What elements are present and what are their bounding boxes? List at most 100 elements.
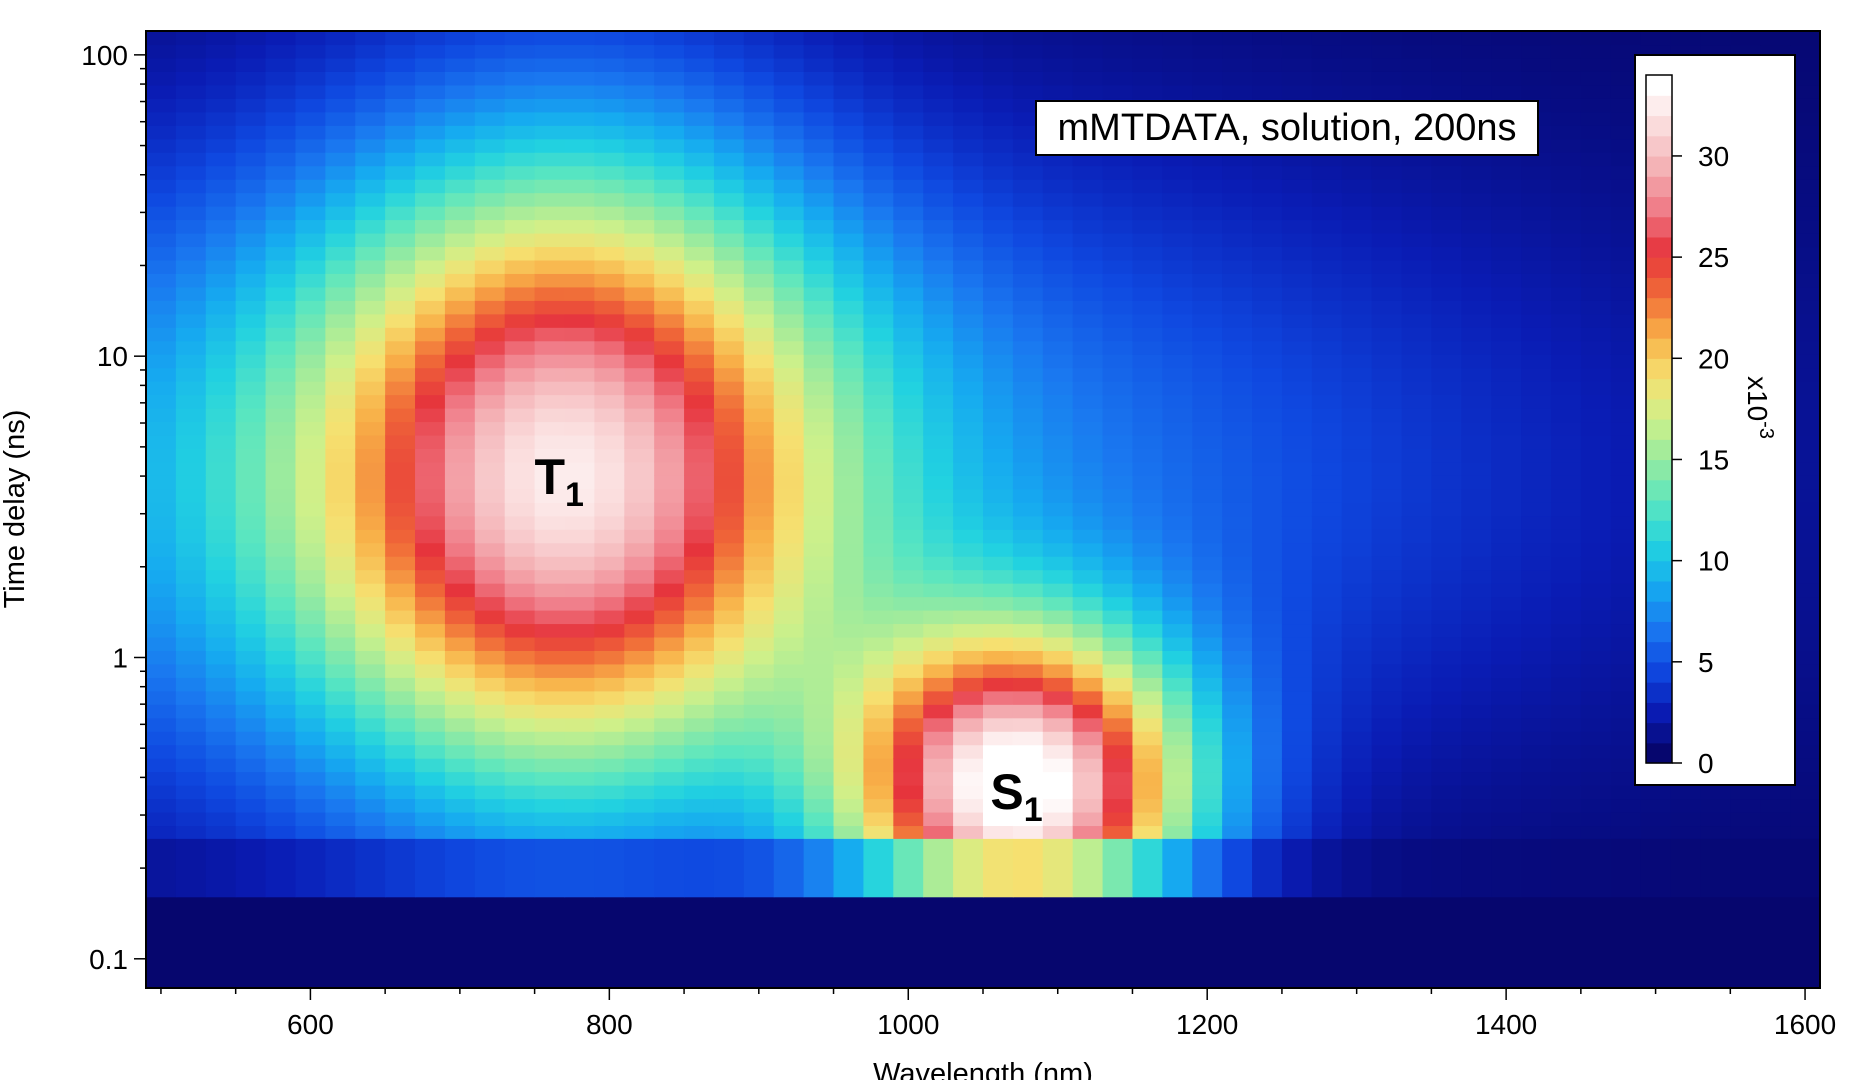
heatmap-cell	[743, 381, 775, 396]
heatmap-cell	[385, 71, 416, 86]
heatmap-cell	[1610, 475, 1642, 490]
heatmap-cell	[1132, 636, 1163, 651]
heatmap-cell	[1132, 286, 1163, 301]
heatmap-cell	[1072, 367, 1104, 382]
heatmap-cell	[504, 690, 536, 705]
heatmap-cell	[295, 44, 326, 59]
heatmap-cell	[1192, 434, 1223, 450]
heatmap-cell	[1461, 838, 1492, 898]
heatmap-cell	[1132, 367, 1163, 382]
heatmap-cell	[175, 798, 207, 813]
heatmap-cell	[1790, 542, 1821, 557]
heatmap-cell	[684, 596, 715, 611]
heatmap-cell	[1162, 179, 1193, 194]
heatmap-cell	[1431, 246, 1462, 261]
heatmap-cell	[205, 569, 237, 584]
heatmap-cell	[355, 636, 386, 651]
heatmap-cell	[1341, 219, 1373, 234]
heatmap-cell	[773, 71, 805, 86]
heatmap-cell	[923, 152, 954, 167]
heatmap-cell	[325, 542, 356, 557]
heatmap-cell	[1491, 690, 1522, 705]
heatmap-cell	[713, 98, 745, 113]
heatmap-cell	[594, 219, 625, 234]
heatmap-cell	[504, 717, 536, 732]
heatmap-cell	[1192, 690, 1223, 705]
heatmap-cell	[1102, 677, 1134, 692]
heatmap-cell	[385, 313, 416, 328]
heatmap-cell	[265, 583, 297, 598]
heatmap-cell	[205, 636, 237, 651]
heatmap-cell	[474, 811, 506, 827]
heatmap-cell	[1371, 825, 1403, 840]
heatmap-cell	[235, 125, 267, 140]
heatmap-cell	[564, 232, 595, 248]
heatmap-cell	[1042, 690, 1074, 705]
heatmap-cell	[684, 704, 715, 719]
heatmap-cell	[1192, 569, 1223, 584]
heatmap-cell	[1311, 434, 1343, 450]
heatmap-cell	[1311, 488, 1343, 503]
heatmap-cell	[444, 57, 476, 72]
heatmap-cell	[146, 569, 177, 584]
heatmap-cell	[175, 421, 207, 436]
heatmap-cell	[1401, 825, 1432, 840]
heatmap-cell	[474, 609, 506, 625]
heatmap-cell	[564, 556, 595, 571]
heatmap-cell	[1162, 650, 1193, 665]
heatmap-cell	[773, 98, 805, 113]
heatmap-cell	[1580, 690, 1612, 705]
heatmap-cell	[713, 488, 745, 503]
heatmap-cell	[474, 583, 506, 598]
heatmap-cell	[1341, 259, 1373, 274]
heatmap-cell	[205, 327, 237, 342]
heatmap-cell	[1132, 771, 1163, 786]
heatmap-cell	[1371, 556, 1403, 571]
heatmap-cell	[295, 744, 326, 759]
heatmap-cell	[594, 785, 625, 800]
heatmap-cell	[773, 340, 805, 355]
heatmap-cell	[1401, 31, 1432, 46]
heatmap-cell	[803, 488, 835, 503]
heatmap-cell	[564, 98, 595, 113]
heatmap-cell	[1491, 717, 1522, 732]
heatmap-cell	[1550, 785, 1582, 800]
heatmap-cell	[1222, 259, 1253, 274]
heatmap-cell	[1640, 838, 1672, 898]
heatmap-cell	[415, 192, 446, 207]
heatmap-cell	[624, 381, 655, 396]
heatmap-cell	[175, 57, 207, 72]
heatmap-cell	[1610, 609, 1642, 625]
heatmap-cell	[474, 111, 506, 126]
heatmap-cell	[1162, 354, 1193, 369]
heatmap-cell	[265, 529, 297, 544]
heatmap-cell	[534, 785, 566, 800]
heatmap-cell	[1311, 354, 1343, 369]
heatmap-cell	[1640, 811, 1672, 827]
heatmap-cell	[265, 825, 297, 840]
heatmap-cell	[1580, 704, 1612, 719]
heatmap-cell	[893, 461, 924, 476]
heatmap-cell	[444, 609, 476, 625]
heatmap-cell	[175, 300, 207, 315]
heatmap-cell	[773, 246, 805, 261]
heatmap-cell	[923, 179, 954, 194]
heatmap-cell	[1371, 798, 1403, 813]
heatmap-cell	[1132, 838, 1163, 898]
heatmap-cell	[385, 84, 416, 99]
colorbar-cell	[1646, 479, 1672, 501]
heatmap-cell	[504, 744, 536, 759]
heatmap-cell	[355, 367, 386, 382]
heatmap-cell	[863, 206, 894, 221]
heatmap-cell	[1371, 731, 1403, 746]
heatmap-cell	[893, 152, 924, 167]
heatmap-cell	[1580, 98, 1612, 113]
heatmap-cell	[624, 111, 655, 126]
heatmap-cell	[444, 246, 476, 261]
heatmap-cell	[833, 192, 865, 207]
heatmap-cell	[953, 125, 984, 140]
heatmap-cell	[743, 663, 775, 678]
heatmap-cell	[265, 57, 297, 72]
heatmap-cell	[444, 717, 476, 732]
heatmap-cell	[1222, 475, 1253, 490]
